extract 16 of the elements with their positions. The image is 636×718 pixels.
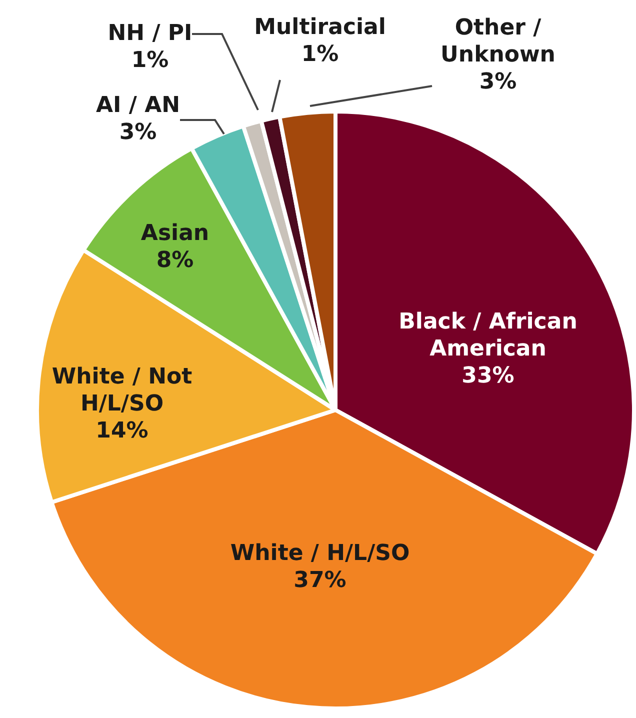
data-label: 14% [96, 418, 148, 444]
data-label: 33% [462, 364, 514, 389]
slice-label: White / Not H/L/SO [52, 364, 193, 417]
slice-label: Asian [140, 221, 210, 246]
slice-label: White / H/L/SO [230, 541, 410, 566]
slice-label: Multiracial [254, 15, 386, 40]
slice-label: Other / Unknown [440, 16, 556, 68]
data-label: 1% [301, 42, 339, 68]
data-label: 3% [479, 70, 517, 95]
slice-label: AI / AN [96, 93, 180, 118]
data-label: 1% [131, 48, 169, 74]
data-label: 8% [156, 248, 194, 274]
slice-label: Black / African American [398, 310, 578, 362]
slice-label: NH / PI [108, 21, 192, 46]
data-label: 3% [119, 120, 157, 146]
data-label: 37% [294, 568, 346, 594]
